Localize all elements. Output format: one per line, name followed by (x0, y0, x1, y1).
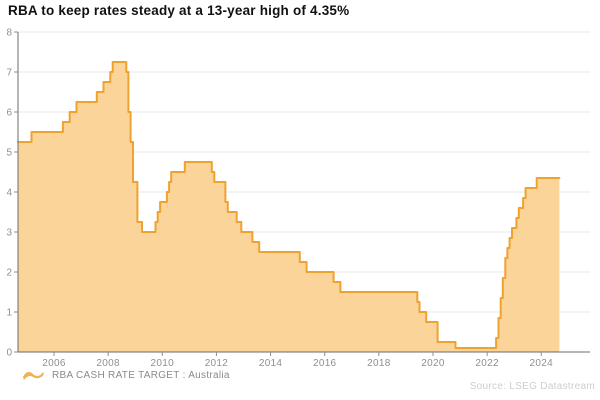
x-tick-label: 2016 (313, 358, 337, 369)
area-series-swatch-icon (23, 372, 44, 380)
rate-line (17, 61, 561, 349)
source-attribution: Source: LSEG Datastream (469, 381, 595, 392)
y-tick-label: 5 (6, 148, 12, 159)
x-tick-label: 2024 (530, 358, 554, 369)
legend-label: RBA CASH RATE TARGET : Australia (52, 370, 230, 381)
y-tick-label: 0 (6, 348, 12, 359)
chart-title: RBA to keep rates steady at a 13-year hi… (8, 3, 350, 18)
x-tick-label: 2006 (42, 358, 66, 369)
y-tick-label: 7 (6, 68, 12, 79)
x-tick-label: 2020 (421, 358, 445, 369)
y-tick-label: 8 (6, 28, 12, 39)
rate-area-fill (18, 62, 560, 352)
x-tick-label: 2010 (151, 358, 175, 369)
y-tick-label: 6 (6, 108, 12, 119)
x-tick-label: 2022 (475, 358, 499, 369)
y-tick-label: 2 (6, 268, 12, 279)
x-tick-label: 2012 (205, 358, 229, 369)
x-tick-label: 2008 (96, 358, 120, 369)
y-tick-label: 3 (6, 228, 12, 239)
y-tick-label: 4 (6, 188, 12, 199)
x-tick-label: 2018 (367, 358, 391, 369)
x-tick-label: 2014 (259, 358, 283, 369)
legend: RBA CASH RATE TARGET : Australia (22, 369, 230, 382)
y-tick-label: 1 (6, 308, 12, 319)
